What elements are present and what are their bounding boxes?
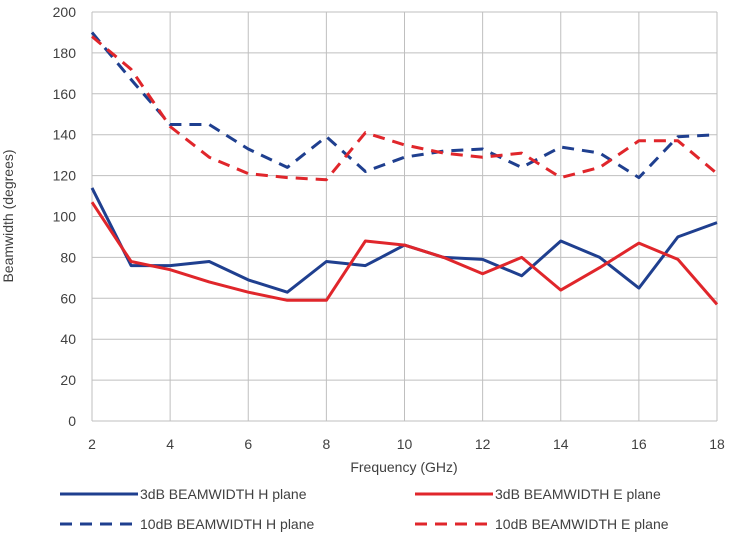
- y-tick-label: 20: [60, 372, 76, 388]
- legend-label: 10dB BEAMWIDTH H plane: [140, 516, 314, 532]
- x-axis-ticks: 2 4 6 8 10 12 14 16 18: [88, 436, 725, 452]
- series-lines: [90, 31, 719, 306]
- x-tick-label: 2: [88, 436, 96, 452]
- y-axis-ticks: 0 20 40 60 80 100 120 140 160 180 200: [53, 4, 77, 429]
- legend-label: 10dB BEAMWIDTH E plane: [495, 516, 669, 532]
- y-tick-label: 120: [53, 168, 77, 184]
- series-line-3: [90, 31, 718, 180]
- plot-grid: [91, 11, 718, 422]
- y-axis-label: Beamwidth (degrees): [0, 149, 16, 282]
- x-tick-label: 16: [631, 436, 647, 452]
- y-tick-label: 0: [68, 413, 76, 429]
- y-tick-label: 140: [53, 127, 77, 143]
- legend-label: 3dB BEAMWIDTH E plane: [495, 486, 661, 502]
- y-tick-label: 180: [53, 45, 77, 61]
- y-tick-label: 160: [53, 86, 77, 102]
- y-tick-label: 40: [60, 331, 76, 347]
- x-tick-label: 18: [709, 436, 725, 452]
- x-tick-label: 10: [397, 436, 413, 452]
- x-tick-label: 14: [553, 436, 569, 452]
- x-tick-label: 12: [475, 436, 491, 452]
- x-tick-label: 6: [244, 436, 252, 452]
- legend-label: 3dB BEAMWIDTH H plane: [140, 486, 307, 502]
- y-tick-label: 60: [60, 290, 76, 306]
- y-tick-label: 100: [53, 209, 77, 225]
- x-tick-label: 8: [322, 436, 330, 452]
- y-tick-label: 200: [53, 4, 77, 20]
- series-line-2: [90, 201, 719, 306]
- legend: 3dB BEAMWIDTH H plane 3dB BEAMWIDTH E pla…: [60, 486, 669, 532]
- x-axis-label: Frequency (GHz): [350, 459, 457, 475]
- y-tick-label: 80: [60, 249, 76, 265]
- x-tick-label: 4: [166, 436, 174, 452]
